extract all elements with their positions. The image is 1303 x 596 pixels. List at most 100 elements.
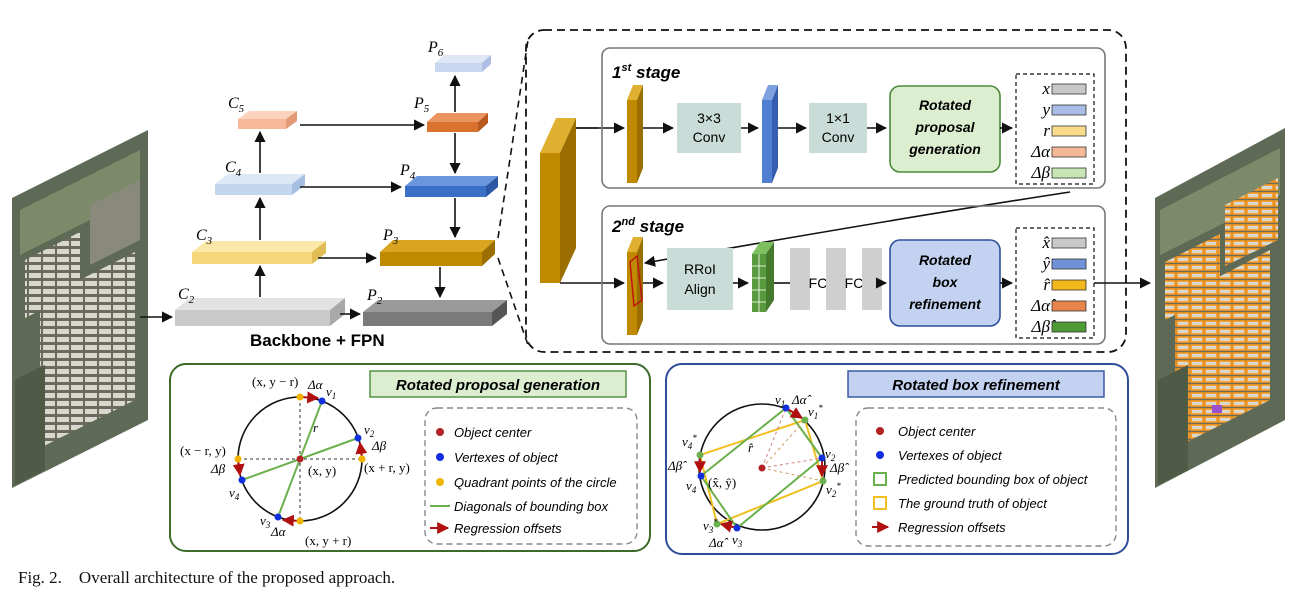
svg-text:Δα̂: Δα̂ [708, 535, 728, 550]
rotated-box-refinement-panel: Rotated box refinement (x̂, ŷ) r̂ Δα̂ Δα… [665, 363, 1129, 555]
rotated-proposal-generation-panel: Rotated proposal generation (x, y − r) (… [169, 363, 651, 552]
svg-text:r: r [313, 420, 319, 435]
svg-text:Quadrant points of the circle: Quadrant points of the circle [454, 475, 617, 490]
svg-text:v4: v4 [686, 478, 697, 495]
svg-text:box: box [933, 274, 959, 290]
c5-label: C5 [228, 95, 245, 115]
svg-text:Δβ: Δβ [210, 461, 226, 476]
p2-block [363, 300, 507, 326]
svg-text:Object center: Object center [898, 424, 976, 439]
stage1-output-box [1015, 73, 1095, 185]
c3-block [192, 241, 326, 264]
c3-label: C3 [196, 227, 213, 247]
svg-text:v2: v2 [825, 446, 836, 463]
svg-text:r̂: r̂ [748, 440, 754, 455]
svg-text:(x, y + r): (x, y + r) [305, 533, 351, 548]
svg-text:Δα: Δα [270, 524, 287, 539]
p4-block [405, 176, 498, 197]
svg-text:Vertexes of object: Vertexes of object [454, 450, 559, 465]
svg-text:(x, y − r): (x, y − r) [252, 374, 298, 389]
svg-text:Δα: Δα [307, 377, 324, 392]
roi-feature-block [540, 118, 576, 283]
svg-text:Rotated: Rotated [919, 97, 972, 113]
svg-text:v4: v4 [229, 485, 240, 502]
rroi-align-box [667, 248, 733, 310]
p6-label: P6 [427, 39, 444, 59]
svg-text:(x + r, y): (x + r, y) [364, 460, 410, 475]
svg-text:RRoI: RRoI [684, 261, 716, 277]
svg-text:Diagonals of bounding box: Diagonals of bounding box [454, 499, 608, 514]
svg-text:Regression offsets: Regression offsets [454, 521, 562, 536]
conv3x3-line2: Conv [693, 129, 726, 145]
p3-block [380, 240, 495, 266]
stage1-feature-gold [627, 85, 643, 183]
svg-text:refinement: refinement [909, 296, 982, 312]
conv1x1-line2: Conv [822, 129, 855, 145]
svg-text:generation: generation [908, 141, 981, 157]
svg-text:v1*: v1* [808, 403, 823, 421]
stage2-feature-green [752, 242, 774, 312]
svg-text:Δα̂: Δα̂ [791, 392, 811, 407]
p4-label: P4 [399, 162, 416, 182]
conv1x1-box [809, 103, 867, 153]
svg-text:(x, y): (x, y) [308, 463, 336, 478]
c2-block [175, 298, 345, 326]
svg-text:v1: v1 [775, 392, 785, 409]
stage1-feature-blue [762, 85, 778, 183]
svg-text:(x − r, y): (x − r, y) [180, 443, 226, 458]
stage2-output-bars [1051, 237, 1087, 333]
conv1x1-line1: 1×1 [826, 110, 850, 126]
fc-1-label: FC [809, 275, 828, 291]
svg-text:Δβ: Δβ [371, 438, 387, 453]
svg-text:v2*: v2* [826, 481, 841, 499]
out-yhat: ŷ [1040, 254, 1050, 273]
svg-text:The ground truth of object: The ground truth of object [898, 496, 1048, 511]
out-x: x [1041, 79, 1050, 98]
fc-3-bar [862, 248, 882, 310]
fc-1 [790, 248, 810, 310]
output-aerial-image [1155, 128, 1285, 488]
out-rhat: r̂ [1043, 275, 1050, 294]
p6-block [435, 55, 491, 72]
c4-label: C4 [225, 159, 242, 179]
out-r: r [1043, 121, 1050, 140]
conv3x3-box [677, 103, 741, 153]
stage1-box [601, 47, 1106, 189]
c2-label: C2 [178, 286, 195, 306]
stage1-title: 1st stage [612, 62, 680, 82]
svg-text:v3: v3 [732, 532, 743, 549]
fc-2-bar [826, 248, 846, 310]
p5-label: P5 [413, 95, 430, 115]
svg-text:v2: v2 [364, 422, 375, 439]
svg-text:Vertexes of object: Vertexes of object [898, 448, 1003, 463]
svg-text:v3: v3 [260, 513, 271, 530]
left-legend: Object center Vertexes of object Quadran… [430, 425, 617, 536]
out-y: y [1040, 100, 1050, 119]
svg-text:Object center: Object center [454, 425, 532, 440]
conv3x3-line1: 3×3 [697, 110, 721, 126]
stage1-output-bars [1051, 83, 1087, 179]
svg-text:(x̂, ŷ): (x̂, ŷ) [708, 475, 736, 490]
svg-text:Δβ̂: Δβ̂ [667, 458, 687, 473]
svg-text:Align: Align [684, 281, 715, 297]
svg-text:Regression offsets: Regression offsets [898, 520, 1006, 535]
svg-text:Predicted bounding box of obje: Predicted bounding box of object [898, 472, 1089, 487]
figure-caption: Fig. 2. Overall architecture of the prop… [18, 568, 396, 587]
svg-text:v1: v1 [326, 384, 336, 401]
backbone-fpn-label: Backbone + FPN [250, 331, 385, 350]
svg-text:v4*: v4* [682, 433, 697, 451]
svg-text:Rotated: Rotated [919, 252, 972, 268]
detection-head: 1st stage 3×3 Conv 1×1 Conv Rotated prop… [497, 29, 1152, 353]
stage2-box [601, 205, 1106, 345]
rotated-proposal-generation-box [889, 85, 1001, 173]
stage2-title: 2nd stage [611, 216, 684, 236]
stage2-feature-gold [627, 237, 643, 335]
svg-text:v3*: v3* [703, 517, 718, 535]
p5-block [427, 113, 488, 132]
c4-block [215, 174, 305, 195]
p2-label: P2 [366, 287, 383, 307]
input-aerial-image [12, 130, 148, 488]
out-dalpha: Δα [1030, 142, 1051, 161]
svg-text:Δβ̂: Δβ̂ [829, 460, 849, 475]
